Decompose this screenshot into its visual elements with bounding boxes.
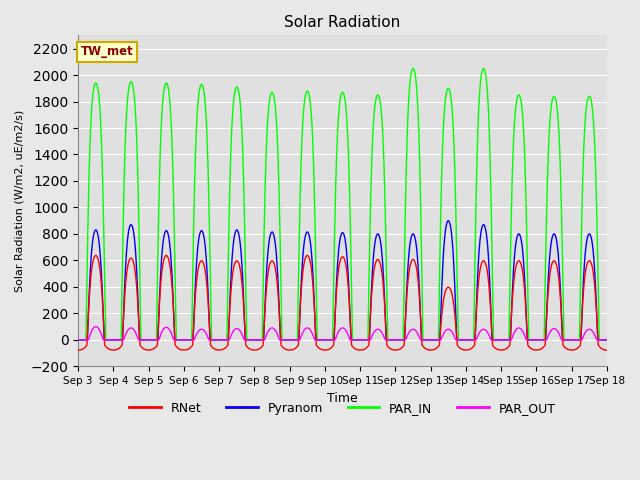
Y-axis label: Solar Radiation (W/m2, uE/m2/s): Solar Radiation (W/m2, uE/m2/s)	[15, 110, 25, 292]
Text: TW_met: TW_met	[81, 45, 134, 58]
Legend: RNet, Pyranom, PAR_IN, PAR_OUT: RNet, Pyranom, PAR_IN, PAR_OUT	[124, 396, 561, 420]
X-axis label: Time: Time	[327, 392, 358, 405]
Title: Solar Radiation: Solar Radiation	[284, 15, 401, 30]
